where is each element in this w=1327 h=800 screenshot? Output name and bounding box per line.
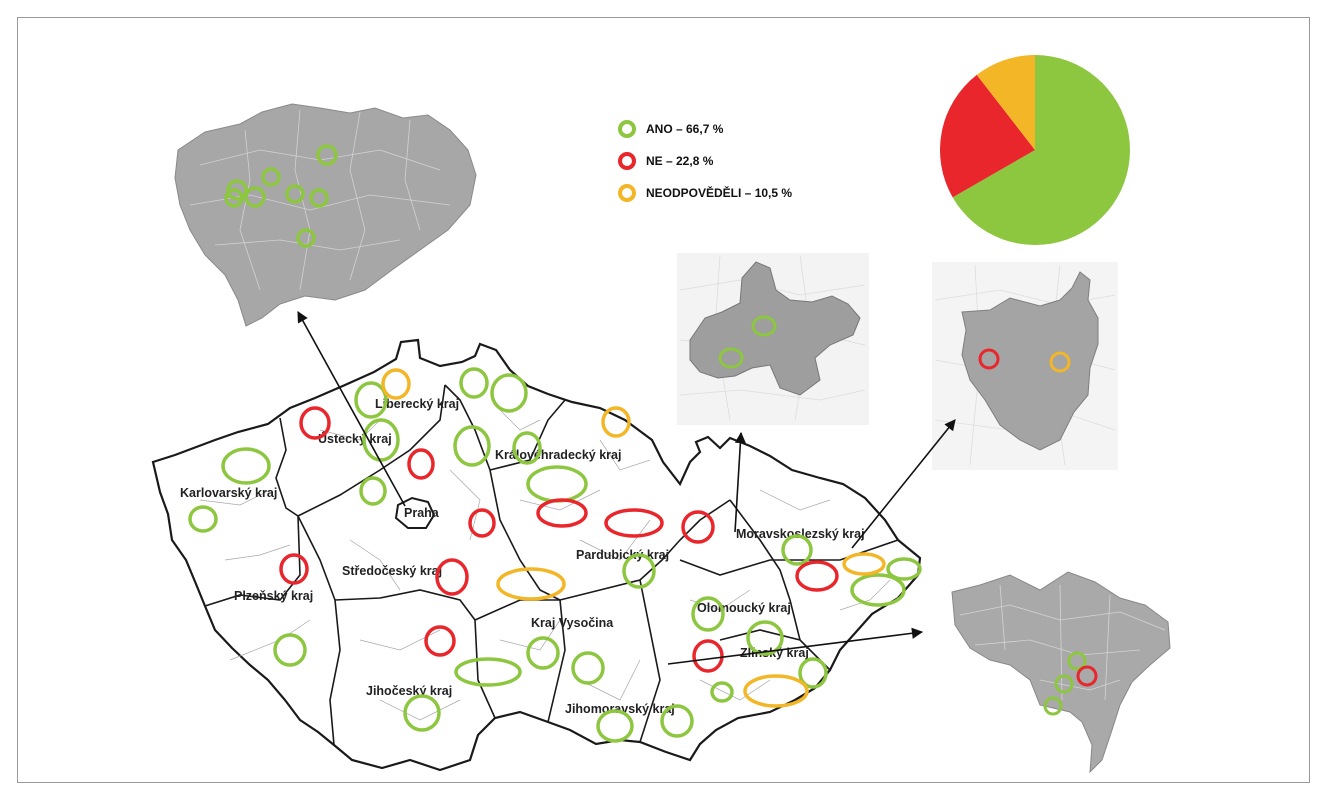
pie-slice-ano (952, 55, 1131, 245)
legend: ANO – 66,7 % NE – 22,8 % NEODPOVĚDĚLI – … (618, 113, 792, 209)
region-label-liberecky: Liberecký kraj (375, 397, 459, 411)
markers-neodpovedeli (381, 368, 886, 708)
pie-slice-ne (940, 74, 1035, 198)
region-label-stredocesky: Středočeský kraj (342, 564, 442, 578)
legend-label: NEODPOVĚDĚLI – 10,5 % (646, 186, 793, 200)
region-label-pardubicky: Pardubický kraj (576, 548, 669, 562)
inset-praha-markers (224, 144, 338, 248)
inset-right-markers (978, 348, 1071, 373)
legend-item-neodpovedeli: NEODPOVĚDĚLI – 10,5 % (618, 177, 792, 209)
inset-brno-markers (1043, 651, 1098, 716)
district-borders (199, 409, 891, 721)
region-label-vysocina: Kraj Vysočina (531, 616, 614, 630)
region-label-moravskoslezsky: Moravskoslezský kraj (736, 527, 865, 541)
region-label-jihomoravsky: Jihomoravský kraj (565, 702, 675, 716)
inset-middle-markers (718, 315, 777, 369)
legend-label: NE – 22,8 % (646, 154, 714, 168)
region-label-kralovehradecky: Královéhradecký kraj (495, 448, 621, 462)
legend-ring-icon (618, 152, 636, 170)
legend-item-ne: NE – 22,8 % (618, 145, 792, 177)
region-label-ustecky: Ústecký kraj (318, 431, 392, 446)
region-borders (204, 384, 899, 746)
inset-brno-map (951, 571, 1171, 774)
legend-ring-icon (618, 120, 636, 138)
region-label-praha: Praha (404, 506, 440, 520)
region-label-plzensky: Plzeňský kraj (234, 589, 313, 603)
callout-arrows (297, 311, 956, 665)
markers-ne (279, 406, 839, 673)
region-label-karlovarsky: Karlovarský kraj (180, 486, 277, 500)
inset-praha-map (174, 103, 477, 327)
region-label-jihocesky: Jihočeský kraj (366, 684, 452, 698)
inset-right-map (961, 271, 1099, 451)
legend-item-ano: ANO – 66,7 % (618, 113, 792, 145)
pie-chart (940, 55, 1131, 245)
inset-brno-districts (959, 584, 1166, 701)
pie-slice-neodpověděli (976, 55, 1035, 150)
legend-label: ANO – 66,7 % (646, 122, 724, 136)
region-label-olomoucky: Olomoucký kraj (697, 601, 791, 615)
legend-ring-icon (618, 184, 636, 202)
